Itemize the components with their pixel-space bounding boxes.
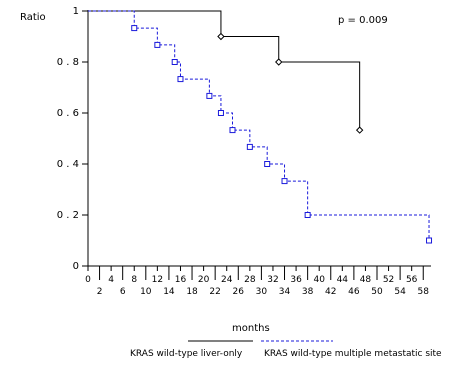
x-tick-label: 18: [186, 287, 198, 297]
x-tick-label: 40: [313, 275, 325, 285]
x-tick-label: 2: [97, 287, 103, 297]
y-tick-label: 0: [73, 261, 79, 272]
censor-marker: [304, 212, 311, 218]
x-tick-label: 26: [233, 287, 245, 297]
x-tick-label: 20: [198, 275, 210, 285]
x-tick-label: 16: [175, 275, 187, 285]
series-layer: [88, 10, 433, 244]
x-tick-label: 4: [108, 275, 114, 285]
x-tick-label: 30: [256, 287, 268, 297]
y-tick-label: 0 . 2: [57, 210, 79, 221]
x-tick-label: 34: [279, 287, 291, 297]
p-value-annotation: p = 0.009: [338, 15, 388, 26]
x-tick-label: 28: [244, 275, 256, 285]
x-tick-label: 12: [152, 275, 163, 285]
x-tick-label: 14: [163, 287, 175, 297]
legend-label-liver-only: KRAS wild-type liver-only: [130, 349, 243, 359]
x-tick-label: 52: [383, 275, 394, 285]
y-tick-label: 1: [73, 6, 79, 17]
x-tick-label: 50: [371, 287, 383, 297]
censor-marker: [217, 32, 225, 41]
censor-marker: [275, 58, 283, 66]
censor-marker: [426, 237, 433, 244]
y-axis-label: Ratio: [20, 12, 46, 23]
x-tick-label: 56: [406, 275, 418, 285]
censor-marker: [264, 161, 271, 167]
legend-label-multiple-site: KRAS wild-type multiple metastatic site: [264, 349, 442, 359]
censor-marker: [177, 76, 184, 83]
censor-marker: [355, 126, 364, 134]
x-tick-label: 54: [394, 287, 406, 297]
series-line-1: [88, 10, 430, 241]
x-tick-label: 24: [221, 275, 233, 285]
x-tick-label: 8: [131, 275, 137, 285]
censor-marker: [171, 59, 178, 65]
y-tick-label: 0 . 4: [57, 159, 79, 170]
x-tick-label: 46: [348, 287, 360, 297]
y-tick-label: 0 . 8: [57, 57, 79, 68]
x-ticks: 0246810121416182022242628303234363840424…: [85, 266, 429, 297]
censor-marker: [281, 178, 288, 185]
censor-marker: [246, 143, 253, 150]
censor-marker: [154, 41, 161, 48]
censor-marker: [217, 110, 224, 116]
x-tick-label: 22: [209, 287, 220, 297]
x-tick-label: 6: [120, 287, 126, 297]
x-tick-label: 0: [85, 275, 91, 285]
censor-marker: [131, 25, 138, 32]
censor-marker: [229, 127, 236, 134]
x-tick-label: 36: [290, 275, 302, 285]
legend: KRAS wild-type liver-only KRAS wild-type…: [130, 340, 442, 359]
x-tick-label: 58: [418, 287, 430, 297]
censor-marker: [206, 92, 213, 99]
y-tick-label: 0 . 6: [57, 108, 79, 119]
series-line-0: [88, 10, 361, 131]
x-tick-label: 42: [325, 287, 336, 297]
x-axis-label: months: [232, 323, 270, 334]
y-ticks: 0 0 . 2 0 . 4 0 . 6 0 . 8 1: [57, 6, 88, 272]
x-tick-label: 32: [267, 275, 278, 285]
x-tick-label: 38: [302, 287, 314, 297]
x-tick-label: 44: [337, 275, 349, 285]
x-tick-label: 10: [140, 287, 152, 297]
x-tick-label: 48: [360, 275, 372, 285]
